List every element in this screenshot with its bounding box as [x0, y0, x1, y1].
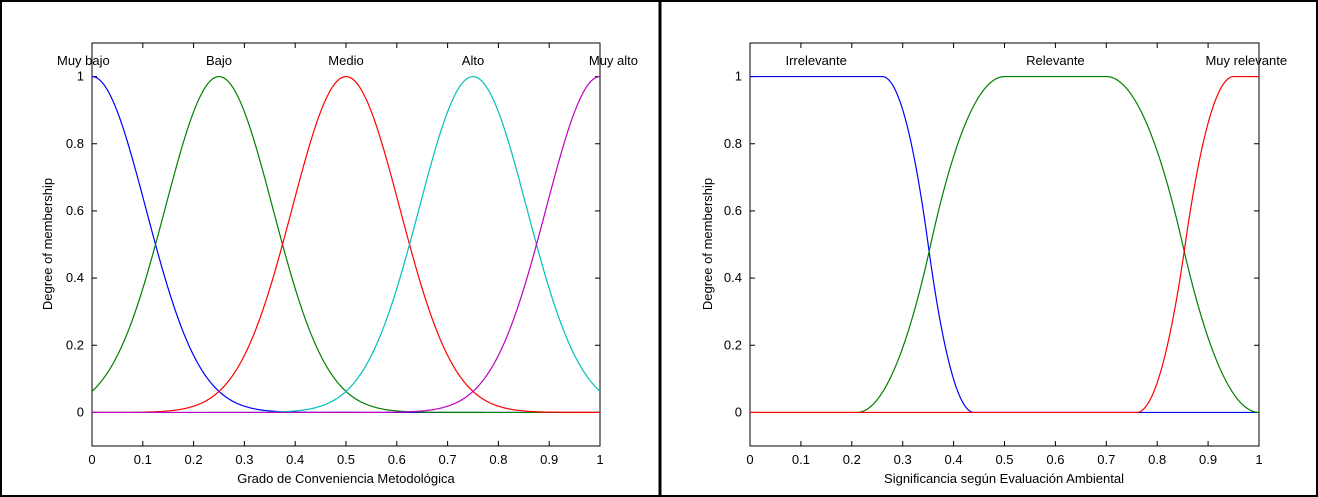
- x-tick-label: 0.6: [1046, 452, 1064, 467]
- x-axis-label-right: Significancia según Evaluación Ambiental: [884, 471, 1124, 486]
- x-tick-label: 0.9: [540, 452, 558, 467]
- x-tick-label: 0.1: [792, 452, 810, 467]
- mf-label: Muy bajo: [57, 53, 110, 68]
- mf-label: Irrelevante: [785, 53, 846, 68]
- y-tick-label: 0.2: [66, 337, 84, 352]
- x-tick-label: 0.2: [185, 452, 203, 467]
- chart-panel-right: 0 0.1 0.2 0.3 0.4 0.5 0.6 0.7 0.8 0.9 1 0 0.2 0.4 0.6…: [700, 42, 1287, 486]
- x-tick-label: 0: [746, 452, 753, 467]
- x-tick-labels-right: 0 0.1 0.2 0.3 0.4 0.5 0.6 0.7 0.8 0.9 1: [746, 452, 1262, 467]
- x-tick-label: 0.1: [134, 452, 152, 467]
- y-tick-label: 0: [77, 404, 84, 419]
- y-tick-label: 0.8: [66, 136, 84, 151]
- series-line-muy-relevante: [750, 75, 1259, 414]
- series-line-muy-alto: [92, 75, 601, 414]
- x-tick-label: 0.7: [1097, 452, 1115, 467]
- x-tick-label: 0.8: [1148, 452, 1166, 467]
- y-tick-label: 0: [735, 404, 742, 419]
- mf-label: Alto: [462, 53, 484, 68]
- x-tick-label: 0.5: [337, 452, 355, 467]
- y-axis-label-left: Degree of membership: [40, 178, 55, 310]
- y-tick-label: 1: [77, 69, 84, 84]
- plot-area-right: [749, 42, 1260, 447]
- y-tick-labels-left: 0 0.2 0.4 0.6 0.8 1: [66, 69, 84, 420]
- x-tick-label: 0: [88, 452, 95, 467]
- y-tick-label: 0.8: [724, 136, 742, 151]
- x-tick-label: 0.7: [439, 452, 457, 467]
- y-tick-label: 0.2: [724, 337, 742, 352]
- x-tick-label: 0.3: [894, 452, 912, 467]
- x-tick-labels-left: 0 0.1 0.2 0.3 0.4 0.5 0.6 0.7 0.8 0.9 1: [88, 452, 603, 467]
- mf-label: Muy alto: [589, 53, 638, 68]
- mf-label: Bajo: [206, 53, 232, 68]
- mf-labels-left: Muy bajo Bajo Medio Alto Muy alto: [57, 53, 638, 68]
- curves-left: [91, 75, 601, 414]
- y-axis-label-right: Degree of membership: [700, 178, 715, 310]
- curves-right: [750, 75, 1260, 414]
- mf-label: Relevante: [1026, 53, 1085, 68]
- mf-labels-right: Irrelevante Relevante Muy relevante: [785, 53, 1287, 68]
- x-tick-label: 0.5: [995, 452, 1013, 467]
- y-tick-label: 0.4: [66, 270, 84, 285]
- plot-area-left: [91, 42, 601, 447]
- x-axis-label-left: Grado de Conveniencia Metodológica: [237, 471, 455, 486]
- x-tick-label: 0.4: [945, 452, 963, 467]
- x-tick-label: 0.6: [388, 452, 406, 467]
- x-tick-label: 1: [596, 452, 603, 467]
- x-tick-label: 1: [1255, 452, 1262, 467]
- y-tick-label: 0.4: [724, 270, 742, 285]
- x-tick-label: 0.8: [489, 452, 507, 467]
- x-tick-label: 0.3: [235, 452, 253, 467]
- x-tick-label: 0.4: [286, 452, 304, 467]
- mf-label: Medio: [328, 53, 363, 68]
- y-tick-label: 0.6: [66, 203, 84, 218]
- y-tick-labels-right: 0 0.2 0.4 0.6 0.8 1: [724, 69, 742, 420]
- x-tick-label: 0.2: [843, 452, 861, 467]
- series-line-medio: [92, 75, 600, 414]
- y-tick-label: 0.6: [724, 203, 742, 218]
- x-tick-label: 0.9: [1199, 452, 1217, 467]
- mf-label: Muy relevante: [1205, 53, 1287, 68]
- y-tick-label: 1: [735, 69, 742, 84]
- chart-panel-left: 0 0.1 0.2 0.3 0.4 0.5 0.6 0.7 0.8 0.9 1 0 0.2 0.4 0.6…: [40, 42, 638, 486]
